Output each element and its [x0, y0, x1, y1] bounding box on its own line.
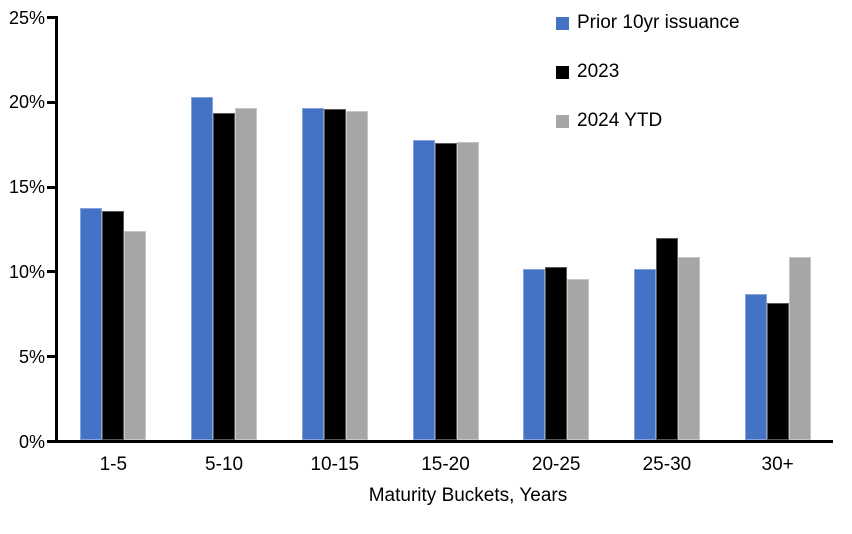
y-tick-mark [47, 355, 55, 359]
bar-2024-ytd-1-5 [124, 231, 147, 440]
x-axis-title: Maturity Buckets, Years [368, 485, 568, 506]
bar-prior-10yr-issuance-20-25 [523, 268, 546, 440]
bar-prior-10yr-issuance-30- [744, 294, 767, 440]
bar-2024-ytd-10-15 [345, 110, 368, 440]
y-tick-mark [47, 185, 55, 189]
bar-2023-30- [766, 302, 789, 440]
bar-2023-5-10 [213, 112, 236, 440]
bar-2024-ytd-25-30 [677, 256, 700, 440]
legend-label: Prior 10yr issuance [577, 12, 740, 33]
bar-2024-ytd-15-20 [456, 141, 479, 440]
y-tick-label: 20% [8, 92, 45, 113]
y-tick-label: 5% [18, 346, 45, 367]
bar-2024-ytd-20-25 [567, 278, 590, 440]
x-category-label: 1-5 [99, 454, 128, 475]
y-tick-label: 25% [8, 7, 45, 28]
bar-prior-10yr-issuance-25-30 [633, 268, 656, 440]
bar-2024-ytd-5-10 [235, 107, 258, 440]
y-tick-mark [47, 440, 55, 443]
bar-2024-ytd-30- [788, 256, 811, 440]
bar-prior-10yr-issuance-15-20 [412, 139, 435, 440]
bar-prior-10yr-issuance-5-10 [191, 97, 214, 440]
y-tick-label: 15% [8, 177, 45, 198]
y-tick-label: 10% [8, 261, 45, 282]
x-category-label: 20-25 [531, 454, 581, 475]
legend-item: Prior 10yr issuance [556, 12, 740, 34]
y-tick-label: 0% [18, 431, 45, 452]
y-tick-mark [47, 100, 55, 104]
bar-prior-10yr-issuance-10-15 [301, 107, 324, 440]
bar-2023-1-5 [102, 211, 125, 440]
legend-item: 2023 [556, 61, 619, 83]
bar-2023-15-20 [434, 143, 457, 440]
x-category-label: 25-30 [642, 454, 692, 475]
bar-2023-20-25 [545, 267, 568, 440]
legend-label: 2023 [577, 61, 620, 82]
bar-prior-10yr-issuance-1-5 [80, 207, 103, 440]
legend-swatch-icon [556, 114, 569, 128]
x-category-label: 30+ [761, 454, 794, 475]
y-tick-mark [47, 16, 55, 19]
legend-item: 2024 YTD [556, 110, 662, 132]
x-category-label: 15-20 [421, 454, 470, 475]
x-category-label: 10-15 [310, 454, 360, 475]
y-axis [55, 16, 58, 443]
bar-2023-10-15 [323, 109, 346, 440]
legend-swatch-icon [556, 16, 569, 30]
y-tick-mark [47, 270, 55, 274]
bar-2023-25-30 [655, 238, 678, 440]
legend-label: 2024 YTD [577, 110, 663, 131]
x-category-label: 5-10 [205, 454, 244, 475]
x-axis [55, 440, 833, 443]
legend-swatch-icon [556, 65, 569, 79]
